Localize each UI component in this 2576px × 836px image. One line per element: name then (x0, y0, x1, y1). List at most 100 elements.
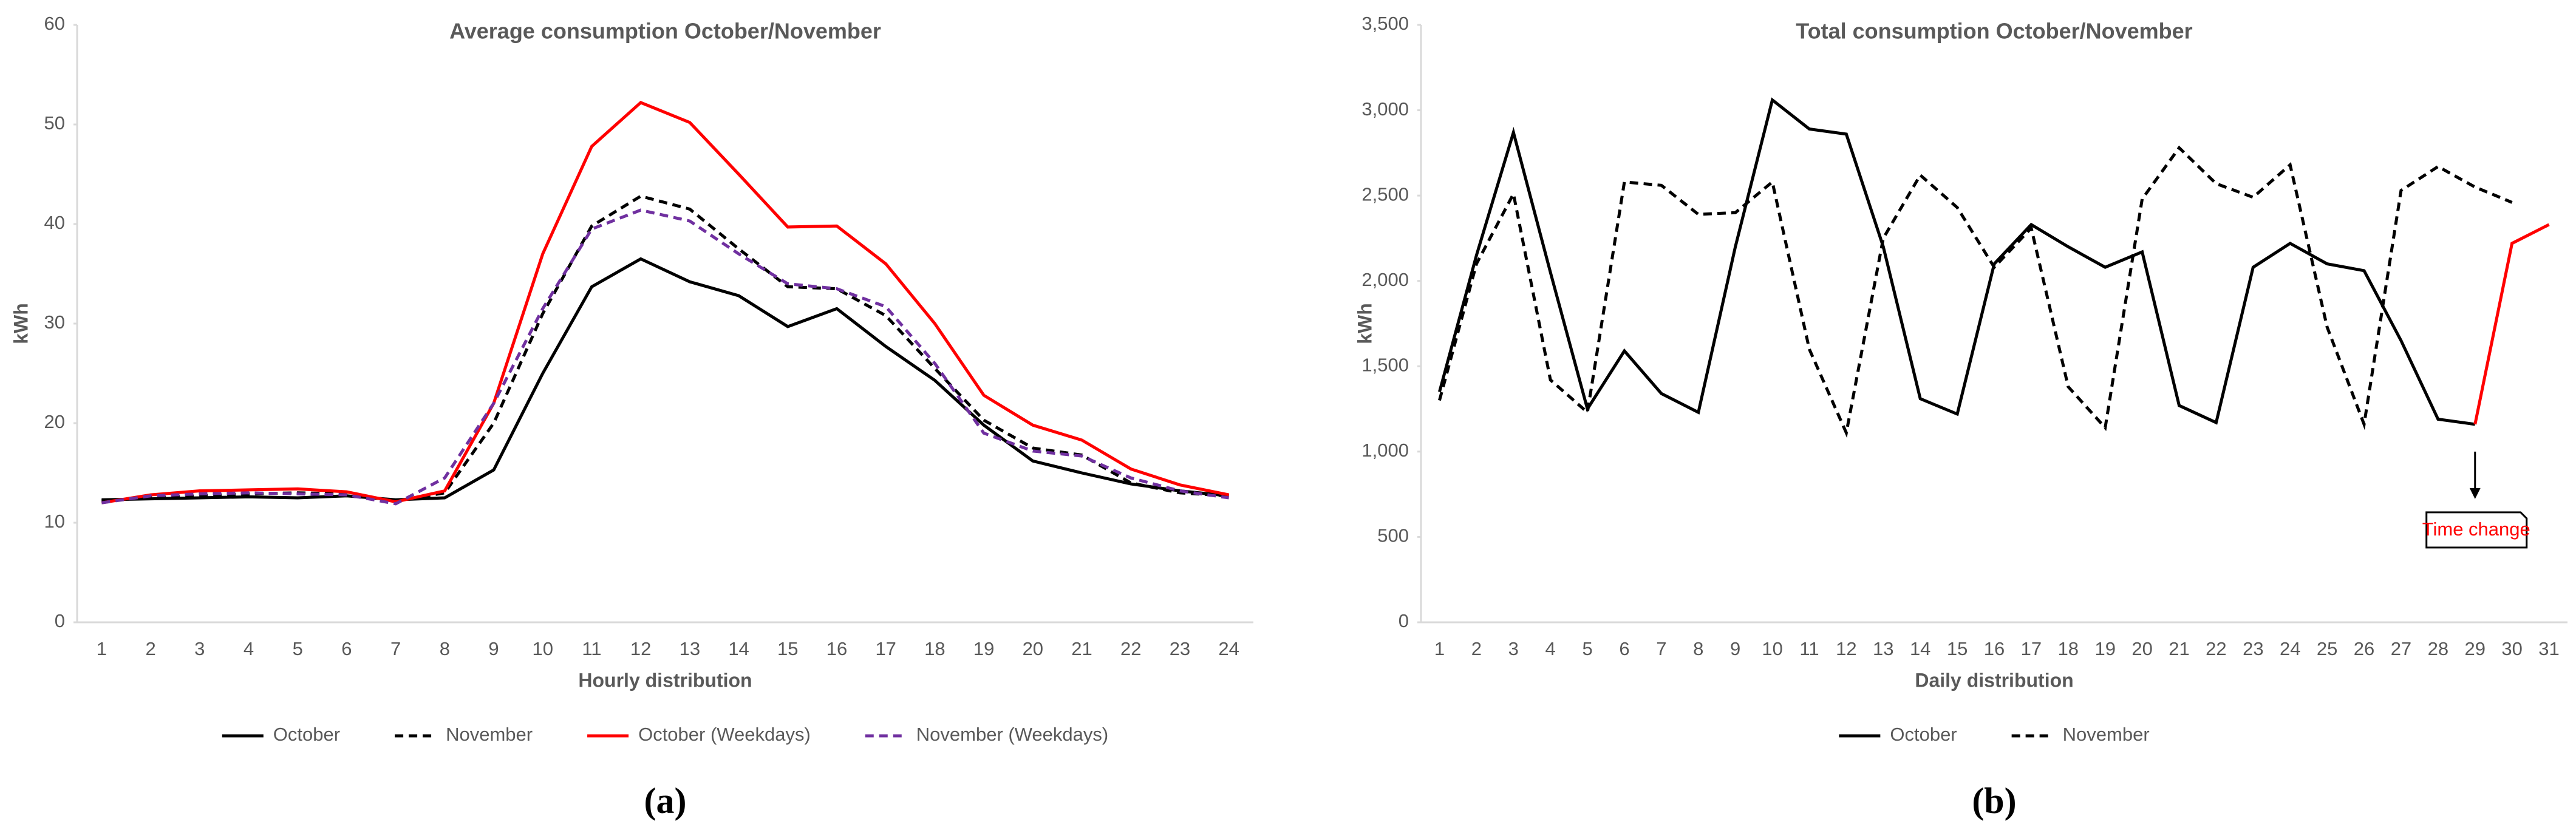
x-tick-label: 5 (293, 638, 303, 659)
x-tick-label: 11 (582, 638, 601, 659)
x-tick-label: 10 (1762, 638, 1782, 659)
y-tick-label: 20 (44, 411, 65, 432)
x-tick-label: 11 (1799, 638, 1819, 659)
y-tick-label: 0 (55, 610, 65, 631)
x-tick-label: 26 (2354, 638, 2374, 659)
x-tick-label: 18 (924, 638, 945, 659)
y-tick-label: 10 (44, 511, 65, 532)
x-tick-label: 7 (390, 638, 401, 659)
x-tick-label: 23 (1170, 638, 1190, 659)
x-tick-label: 31 (2538, 638, 2559, 659)
caption: (b) (1972, 781, 2016, 821)
legend-item: October (Weekdays) (587, 724, 811, 745)
legend-label: October (1890, 724, 1957, 745)
x-tick-label: 29 (2464, 638, 2485, 659)
x-tick-label: 23 (2243, 638, 2263, 659)
series-line (101, 101, 1230, 505)
x-tick-label: 17 (2021, 638, 2042, 659)
y-tick-label: 1,500 (1361, 354, 1409, 375)
x-tick-label: 1 (97, 638, 107, 659)
x-tick-label: 6 (1619, 638, 1629, 659)
series-line (1438, 145, 2513, 438)
x-tick-label: 21 (1071, 638, 1092, 659)
x-tick-label: 24 (1218, 638, 1239, 659)
series-line (101, 208, 1230, 506)
legend-label: November (2063, 724, 2150, 745)
x-tick-label: 14 (1910, 638, 1930, 659)
x-tick-label: 17 (875, 638, 896, 659)
legend-label: October (Weekdays) (638, 724, 811, 745)
annotation: Time change (2422, 518, 2530, 540)
x-tick-label: 24 (2280, 638, 2300, 659)
x-tick-label: 25 (2317, 638, 2337, 659)
x-tick-label: 15 (777, 638, 798, 659)
series-line (1438, 97, 2476, 426)
legend-label: October (273, 724, 340, 745)
x-tick-label: 2 (145, 638, 155, 659)
x-tick-label: 10 (532, 638, 553, 659)
x-tick-label: 19 (2094, 638, 2115, 659)
legend-label: November (446, 724, 533, 745)
x-tick-label: 14 (728, 638, 749, 659)
y-tick-label: 2,500 (1361, 183, 1409, 205)
x-tick-label: 20 (2131, 638, 2152, 659)
x-tick-label: 5 (1582, 638, 1592, 659)
chart-title: Total consumption October/November (1796, 19, 2192, 44)
x-tick-label: 3 (194, 638, 205, 659)
x-tick-label: 8 (440, 638, 450, 659)
x-tick-label: 13 (1873, 638, 1893, 659)
x-tick-label: 3 (1508, 638, 1519, 659)
x-tick-label: 2 (1471, 638, 1482, 659)
series-line (101, 257, 1229, 501)
x-tick-label: 22 (2206, 638, 2226, 659)
x-tick-label: 7 (1656, 638, 1666, 659)
y-tick-label: 3,000 (1361, 98, 1409, 120)
x-tick-label: 4 (244, 638, 254, 659)
y-tick-label: 0 (1399, 610, 1409, 631)
legend-item: November (395, 724, 533, 745)
y-tick-label: 40 (44, 212, 65, 233)
x-tick-label: 12 (1836, 638, 1856, 659)
x-tick-label: 20 (1023, 638, 1043, 659)
x-axis-title: Daily distribution (1915, 669, 2073, 691)
x-tick-label: 15 (1947, 638, 1968, 659)
annotation-box (2425, 511, 2528, 549)
y-tick-label: 30 (44, 311, 65, 333)
x-tick-label: 27 (2391, 638, 2411, 659)
legend-label: November (Weekdays) (916, 724, 1108, 745)
annotation-arrowhead (2469, 488, 2481, 499)
x-tick-label: 6 (341, 638, 352, 659)
x-tick-label: 21 (2169, 638, 2189, 659)
legend-item: November (Weekdays) (865, 724, 1108, 745)
legend-item: October (1839, 724, 1957, 745)
legend-item: October (222, 724, 340, 745)
x-tick-label: 4 (1545, 638, 1556, 659)
x-tick-label: 1 (1434, 638, 1445, 659)
y-axis-title: kWh (10, 303, 32, 344)
caption: (a) (644, 781, 687, 821)
y-tick-label: 60 (44, 13, 65, 34)
x-tick-label: 9 (1730, 638, 1740, 659)
x-tick-label: 16 (1984, 638, 2005, 659)
chart-title: Average consumption October/November (449, 19, 881, 44)
x-tick-label: 13 (680, 638, 700, 659)
y-tick-label: 500 (1377, 525, 1409, 546)
y-tick-label: 50 (44, 112, 65, 134)
series-line (101, 194, 1229, 503)
x-tick-label: 16 (826, 638, 847, 659)
y-tick-label: 1,000 (1361, 440, 1409, 461)
y-axis-title: kWh (1354, 303, 1375, 344)
x-axis-title: Hourly distribution (578, 669, 752, 691)
series-line (2473, 223, 2550, 425)
y-tick-label: 3,500 (1361, 13, 1409, 34)
x-tick-label: 30 (2501, 638, 2522, 659)
x-tick-label: 18 (2058, 638, 2079, 659)
x-tick-label: 19 (973, 638, 994, 659)
x-tick-label: 12 (630, 638, 651, 659)
x-tick-label: 28 (2428, 638, 2448, 659)
x-tick-label: 9 (488, 638, 499, 659)
x-tick-label: 8 (1693, 638, 1703, 659)
x-tick-label: 22 (1120, 638, 1141, 659)
legend-item: November (2011, 724, 2150, 745)
